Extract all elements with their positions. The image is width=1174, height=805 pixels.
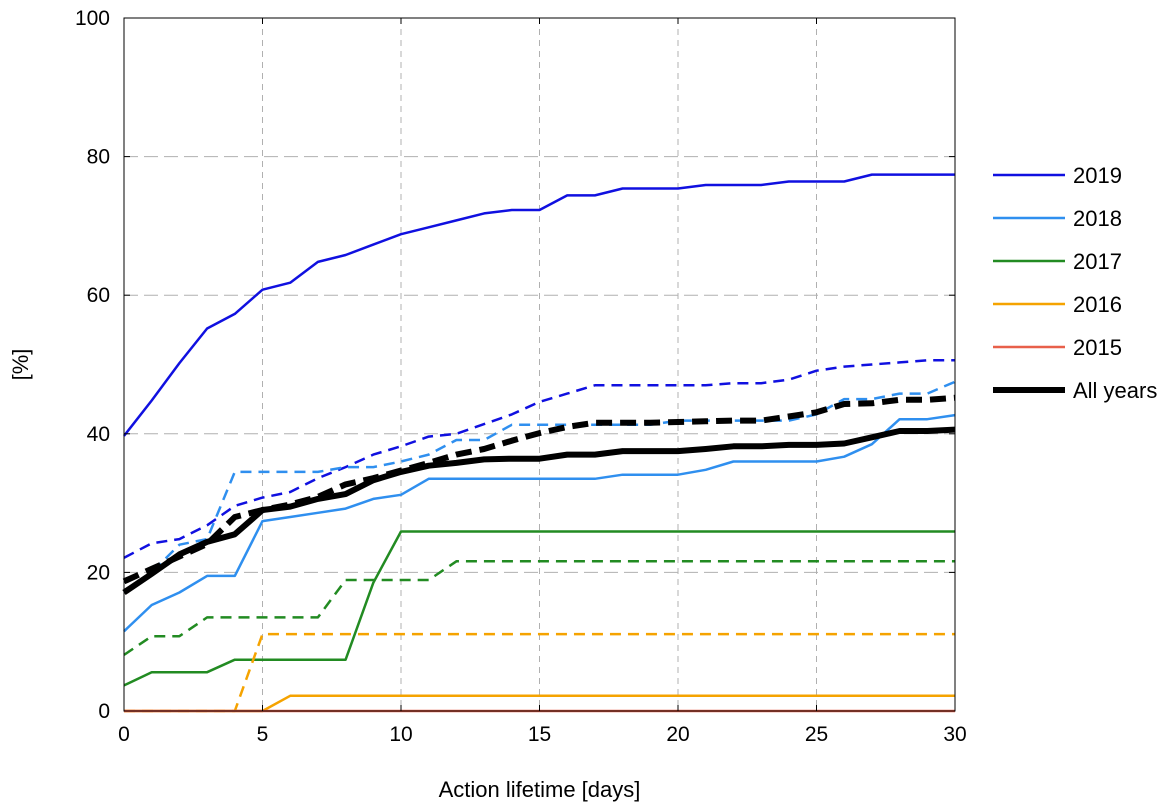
x-axis-label: Action lifetime [days] [439,777,641,802]
series-lines [122,173,956,713]
x-tick-label: 30 [943,723,966,746]
y-axis: 0 20 40 60 80 100 [75,7,955,723]
x-tick-label: 10 [389,723,412,746]
x-tick-label: 5 [257,723,269,746]
series-line-2018-solid [123,413,956,633]
x-tick-label: 0 [118,723,130,746]
legend: 2019 2018 2017 2016 2015 All years [993,163,1157,403]
x-tick-label: 15 [528,723,551,746]
series-line-2017-solid [123,530,955,687]
grid-lines [124,18,955,711]
legend-label: 2018 [1073,206,1122,231]
y-tick-label: 80 [87,146,110,169]
x-tick-label: 25 [805,723,828,746]
x-tick-label: 20 [666,723,689,746]
y-tick-label: 40 [87,423,110,446]
series-line-2019-dashed [123,359,955,559]
legend-label: 2017 [1073,249,1122,274]
legend-label: 2019 [1073,163,1122,188]
series-line-2017-dashed [123,560,955,656]
y-tick-label: 60 [87,284,110,307]
legend-label: 2016 [1073,292,1122,317]
legend-label: All years [1073,378,1157,403]
y-axis-label: [%] [8,349,33,381]
y-tick-label: 100 [75,7,110,30]
x-axis: 0 5 10 15 20 25 30 [118,18,967,746]
series-line-all-years-dashed [122,394,956,585]
series-line-2016-dashed [124,632,955,713]
y-tick-label: 0 [98,700,110,723]
y-tick-label: 20 [87,561,110,584]
series-line-2019-solid [123,173,955,437]
legend-label: 2015 [1073,335,1122,360]
